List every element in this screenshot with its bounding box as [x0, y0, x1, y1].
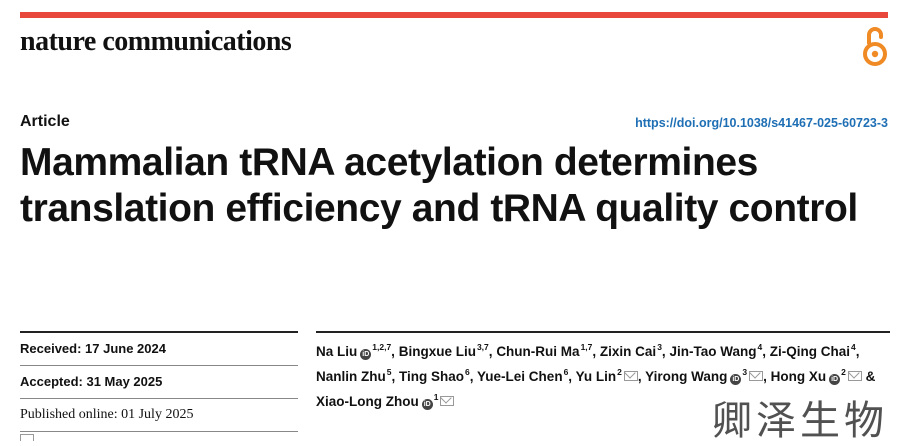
author-name[interactable]: Hong Xu — [770, 369, 827, 384]
author-entry[interactable]: Yue-Lei Chen6, — [477, 367, 573, 384]
author-separator: , — [391, 369, 396, 384]
orcid-icon[interactable]: iD — [421, 399, 433, 410]
author-name[interactable]: Zixin Cai — [599, 344, 657, 359]
author-name[interactable]: Yirong Wang — [645, 369, 728, 384]
affiliation-superscript: 1 — [433, 392, 439, 402]
email-icon[interactable] — [847, 371, 862, 381]
watermark-text: 卿泽生物 — [712, 398, 888, 444]
email-icon[interactable] — [623, 371, 638, 381]
author-name[interactable]: Chun-Rui Ma — [496, 344, 580, 359]
author-name[interactable]: Nanlin Zhu — [316, 369, 386, 384]
author-separator: , — [762, 344, 766, 359]
author-separator: & — [861, 369, 876, 384]
author-entry[interactable]: Nanlin Zhu5, — [316, 367, 396, 384]
open-access-icon — [863, 27, 887, 66]
author-separator: , — [488, 344, 493, 359]
author-name[interactable]: Yue-Lei Chen — [477, 369, 563, 384]
email-icon[interactable] — [749, 371, 764, 381]
affiliation-superscript: 1,7 — [580, 342, 593, 352]
divider — [316, 331, 890, 333]
affiliation-superscript: 2 — [841, 367, 846, 377]
author-list: Na Liu iD1,2,7, Bingxue Liu3,7, Chun-Rui … — [316, 337, 892, 412]
received-date: Received: 17 June 2024 — [20, 341, 166, 356]
author-entry[interactable]: Xiao-Long Zhou iD1 — [316, 392, 455, 410]
author-name[interactable]: Bingxue Liu — [398, 344, 476, 359]
affiliation-superscript: 5 — [386, 367, 392, 377]
affiliation-superscript: 3 — [657, 342, 662, 352]
article-title: Mammalian tRNA acetylation determines tr… — [20, 141, 858, 230]
affiliation-superscript: 6 — [563, 367, 569, 377]
author-entry[interactable]: Bingxue Liu3,7, — [398, 342, 493, 359]
author-entry[interactable]: Zi-Qing Chai4, — [769, 342, 860, 359]
affiliation-superscript: 4 — [850, 342, 856, 352]
accepted-date: Accepted: 31 May 2025 — [20, 374, 163, 389]
published-date: Published online: 01 July 2025 — [20, 407, 194, 422]
orcid-icon[interactable]: iD — [829, 374, 841, 385]
affiliation-superscript: 4 — [757, 342, 763, 352]
author-separator: , — [637, 369, 642, 384]
divider — [20, 331, 298, 333]
journal-name[interactable]: nature communications — [20, 26, 292, 57]
article-type-label: Article — [20, 113, 70, 130]
affiliation-superscript: 3,7 — [476, 342, 489, 352]
author-name[interactable]: Jin-Tao Wang — [669, 344, 757, 359]
email-icon[interactable] — [440, 396, 455, 406]
author-entry[interactable]: Hong Xu iD2 & — [770, 367, 876, 385]
author-entry[interactable]: Zixin Cai3, — [599, 342, 666, 359]
divider — [20, 431, 298, 432]
affiliation-superscript: 2 — [617, 367, 622, 377]
affiliation-superscript: 1,2,7 — [372, 342, 392, 352]
author-separator: , — [469, 369, 474, 384]
author-name[interactable]: Yu Lin — [575, 369, 617, 384]
author-separator: , — [391, 344, 395, 359]
author-separator: , — [763, 369, 767, 384]
author-entry[interactable]: Ting Shao6, — [399, 367, 474, 384]
orcid-icon[interactable]: iD — [360, 349, 372, 360]
journal-accent-bar — [20, 12, 888, 18]
author-entry[interactable]: Yu Lin2, — [575, 367, 642, 384]
author-separator: , — [568, 369, 573, 384]
doi-link[interactable]: https://doi.org/10.1038/s41467-025-60723… — [635, 116, 888, 130]
author-entry[interactable]: Jin-Tao Wang4, — [669, 342, 766, 359]
author-separator: , — [661, 344, 666, 359]
author-name[interactable]: Na Liu — [316, 344, 358, 359]
author-name[interactable]: Ting Shao — [399, 369, 465, 384]
author-name[interactable]: Xiao-Long Zhou — [316, 394, 419, 409]
author-name[interactable]: Zi-Qing Chai — [769, 344, 850, 359]
author-entry[interactable]: Na Liu iD1,2,7, — [316, 342, 395, 360]
orcid-icon[interactable]: iD — [730, 374, 742, 385]
author-entry[interactable]: Yirong Wang iD3, — [645, 367, 767, 385]
author-entry[interactable]: Chun-Rui Ma1,7, — [496, 342, 597, 359]
author-separator: , — [855, 344, 860, 359]
divider — [20, 398, 298, 399]
divider — [20, 365, 298, 366]
author-separator: , — [592, 344, 597, 359]
page-corner-mark — [20, 434, 34, 441]
affiliation-superscript: 3 — [742, 367, 748, 377]
affiliation-superscript: 6 — [465, 367, 470, 377]
